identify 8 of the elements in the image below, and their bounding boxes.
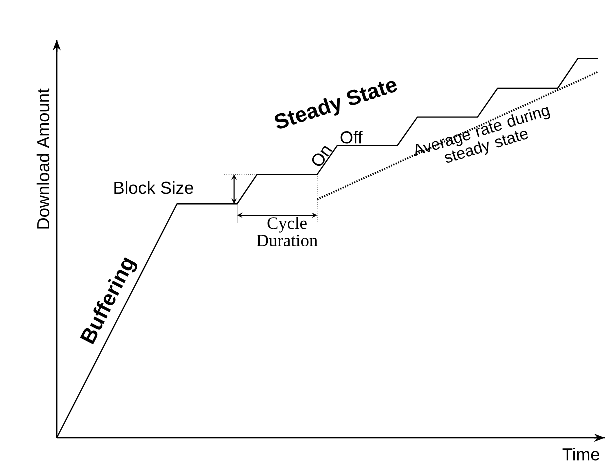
y-axis-title: Download Amount bbox=[36, 88, 50, 229]
annotation: Cycle Duration bbox=[256, 217, 318, 247]
annotation: Steady State bbox=[274, 81, 398, 129]
annotation: Off bbox=[340, 131, 363, 144]
annotation: Block Size bbox=[114, 181, 194, 194]
annotation: Average rate during steady state bbox=[415, 107, 550, 163]
x-axis-title: Time bbox=[562, 448, 600, 461]
annotation: On bbox=[312, 146, 332, 166]
